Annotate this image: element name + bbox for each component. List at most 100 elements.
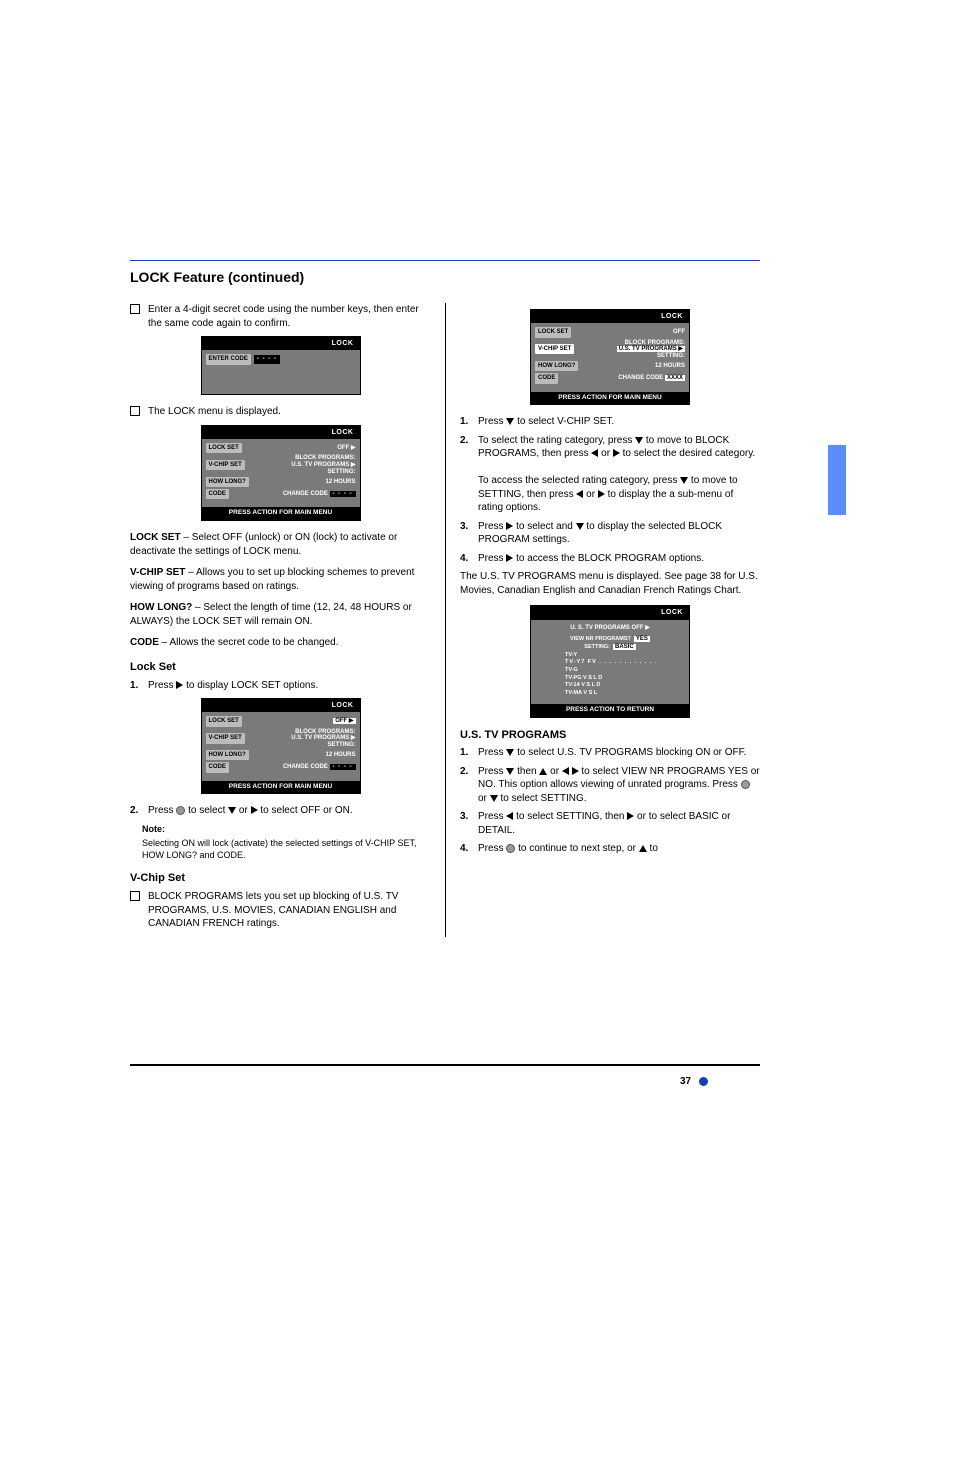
osd-label: CODE bbox=[206, 762, 229, 772]
up-triangle-icon bbox=[539, 768, 547, 775]
section-heading: Lock Set bbox=[130, 660, 431, 675]
left-column: Enter a 4-digit secret code using the nu… bbox=[130, 303, 445, 937]
step: 3. Press to select and to display the se… bbox=[460, 520, 760, 547]
step-num: 3. bbox=[460, 520, 472, 547]
step-num: 4. bbox=[460, 552, 472, 566]
checkbox-item: The LOCK menu is displayed. bbox=[130, 405, 431, 419]
osd-value: 12 HOURS bbox=[325, 751, 355, 759]
step-body: Press to select SETTING, then or to sele… bbox=[478, 810, 760, 837]
right-triangle-icon bbox=[506, 522, 513, 530]
section-heading: V-Chip Set bbox=[130, 871, 431, 886]
rating-row: TV-G bbox=[565, 667, 685, 675]
osd-value: SETTING: bbox=[328, 469, 356, 475]
osd-value: U.S. TV PROGRAMS ▶ bbox=[291, 735, 355, 741]
osd-us-tv-programs: LOCK U. S. TV PROGRAMS OFF ▶ VIEW NR PRO… bbox=[530, 605, 690, 717]
osd-value: BASIC bbox=[613, 644, 636, 650]
rating-row: TV-Y7 FV . . . . . . . . . . . . bbox=[565, 659, 685, 667]
right-triangle-icon bbox=[627, 812, 634, 820]
osd-value: CHANGE CODE bbox=[283, 764, 328, 770]
dot-icon bbox=[741, 780, 750, 789]
step-num: 2. bbox=[460, 434, 472, 515]
footer-rule bbox=[130, 1064, 760, 1066]
term: HOW LONG? bbox=[130, 602, 192, 613]
para: The U.S. TV PROGRAMS menu is displayed. … bbox=[460, 570, 760, 597]
down-triangle-icon bbox=[506, 418, 514, 425]
step: 1. Press to select U.S. TV PROGRAMS bloc… bbox=[460, 746, 760, 760]
note-body: Selecting ON will lock (activate) the se… bbox=[142, 837, 431, 861]
osd-value: 12 HOURS bbox=[655, 362, 685, 370]
osd-label: V-CHIP SET bbox=[206, 733, 245, 743]
osd-lock-menu: LOCK LOCK SETOFF ▶ V-CHIP SETBLOCK PROGR… bbox=[201, 425, 361, 521]
step-body: Press to select U.S. TV PROGRAMS blockin… bbox=[478, 746, 760, 760]
chk1-text: Enter a 4-digit secret code using the nu… bbox=[148, 303, 431, 330]
osd-label: ENTER CODE bbox=[206, 354, 251, 364]
step-num: 1. bbox=[460, 415, 472, 429]
rating-row: TV-PG V S L D bbox=[565, 675, 685, 683]
columns: Enter a 4-digit secret code using the nu… bbox=[130, 303, 760, 937]
osd-label: HOW LONG? bbox=[206, 750, 249, 760]
down-triangle-icon bbox=[506, 768, 514, 775]
osd-value: OFF bbox=[673, 328, 685, 336]
osd-value: CHANGE CODE bbox=[283, 491, 328, 497]
step-body: Press to select and to display the selec… bbox=[478, 520, 760, 547]
step-num: 3. bbox=[460, 810, 472, 837]
osd-label: LOCK SET bbox=[206, 443, 242, 453]
rating-row: TV-Y bbox=[565, 652, 685, 660]
step-body: Press then or to select VIEW NR PROGRAMS… bbox=[478, 765, 760, 806]
right-triangle-icon bbox=[251, 806, 258, 814]
step-body: Press to select V-CHIP SET. bbox=[478, 415, 760, 429]
left-triangle-icon bbox=[576, 490, 583, 498]
step-body: To select the rating category, press to … bbox=[478, 434, 760, 515]
osd-title: LOCK bbox=[202, 337, 360, 350]
rating-row: TV-14 V S L D bbox=[565, 682, 685, 690]
osd-value: CHANGE CODE bbox=[618, 375, 663, 381]
step-body: Press to continue to next step, or to bbox=[478, 842, 760, 856]
step-num: 1. bbox=[460, 746, 472, 760]
step: 1. Press to display LOCK SET options. bbox=[130, 679, 431, 693]
chk2-text: The LOCK menu is displayed. bbox=[148, 405, 431, 419]
step-num: 1. bbox=[130, 679, 142, 693]
up-triangle-icon bbox=[639, 845, 647, 852]
osd-label: LOCK SET bbox=[535, 327, 571, 337]
osd-label: VIEW NR PROGRAMS? bbox=[570, 636, 631, 642]
osd-title: LOCK bbox=[531, 310, 689, 323]
term: LOCK SET bbox=[130, 532, 181, 543]
osd-code-field: - - - - bbox=[254, 355, 280, 363]
dot-icon bbox=[176, 806, 185, 815]
para: CODE – Allows the secret code to be chan… bbox=[130, 636, 431, 650]
step: 2. To select the rating category, press … bbox=[460, 434, 760, 515]
osd-subtitle: U. S. TV PROGRAMS OFF ▶ bbox=[535, 624, 685, 632]
step-num: 4. bbox=[460, 842, 472, 856]
osd-lock-menu-2: LOCK LOCK SETOFF ▶ V-CHIP SETBLOCK PROGR… bbox=[201, 698, 361, 794]
checkbox-item: Enter a 4-digit secret code using the nu… bbox=[130, 303, 431, 330]
osd-value: YES bbox=[634, 636, 650, 642]
right-column: LOCK LOCK SETOFF V-CHIP SETBLOCK PROGRAM… bbox=[445, 303, 760, 937]
step: 4. Press to continue to next step, or to bbox=[460, 842, 760, 856]
osd-label: HOW LONG? bbox=[206, 477, 249, 487]
down-triangle-icon bbox=[576, 523, 584, 530]
para: HOW LONG? – Select the length of time (1… bbox=[130, 601, 431, 628]
step: 3. Press to select SETTING, then or to s… bbox=[460, 810, 760, 837]
left-triangle-icon bbox=[562, 767, 569, 775]
osd-label: CODE bbox=[535, 373, 558, 383]
step-num: 2. bbox=[460, 765, 472, 806]
step-body: Press to display LOCK SET options. bbox=[148, 679, 431, 693]
osd-value: OFF ▶ bbox=[337, 444, 355, 452]
osd-label: SETTING: bbox=[584, 644, 610, 650]
down-triangle-icon bbox=[490, 795, 498, 802]
osd-value: 12 HOURS bbox=[325, 478, 355, 486]
osd-value: BLOCK PROGRAMS: bbox=[625, 340, 685, 346]
osd-title: LOCK bbox=[202, 699, 360, 712]
osd-enter-code: LOCK ENTER CODE - - - - bbox=[201, 336, 361, 395]
right-triangle-icon bbox=[506, 554, 513, 562]
term: CODE bbox=[130, 637, 159, 648]
osd-label: V-CHIP SET bbox=[206, 460, 245, 470]
side-tab bbox=[828, 445, 846, 515]
osd-footer: PRESS ACTION FOR MAIN MENU bbox=[531, 392, 689, 405]
down-triangle-icon bbox=[228, 807, 236, 814]
term: V-CHIP SET bbox=[130, 567, 185, 578]
page-number-text: 37 bbox=[680, 1076, 691, 1087]
osd-title: LOCK bbox=[531, 606, 689, 619]
page-bullet-icon bbox=[699, 1077, 708, 1086]
step-body: Press to select or to select OFF or ON. bbox=[148, 804, 431, 818]
